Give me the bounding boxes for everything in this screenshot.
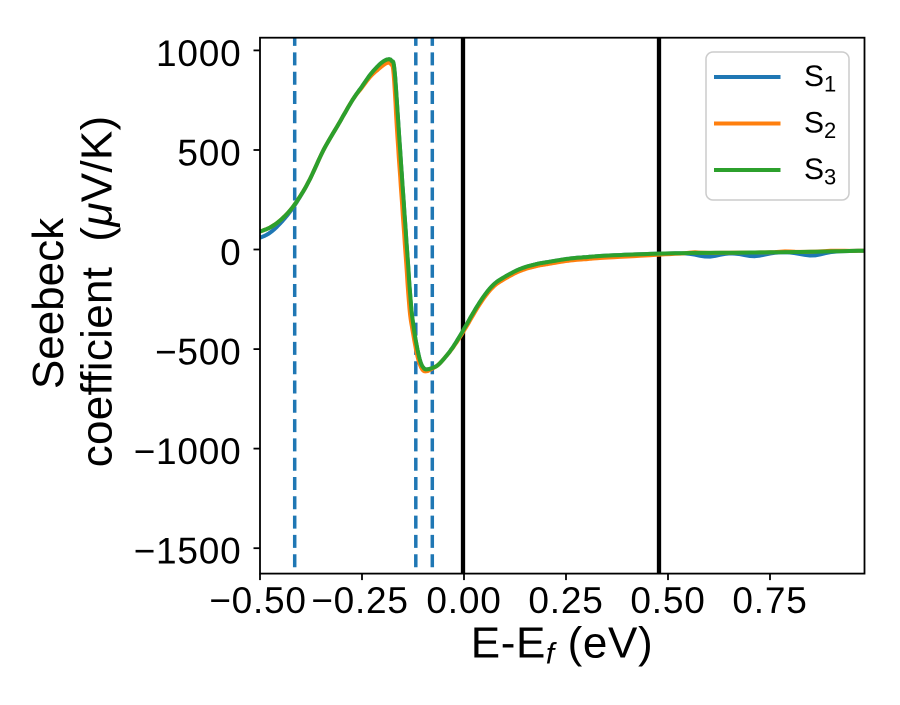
svg-text:0.00: 0.00 (426, 580, 501, 621)
svg-text:−1000: −1000 (134, 431, 242, 472)
svg-text:0.25: 0.25 (528, 580, 603, 621)
svg-text:S3: S3 (804, 153, 836, 189)
svg-text:Seebeck: Seebeck (24, 217, 73, 389)
svg-text:1000: 1000 (156, 33, 242, 74)
svg-text:E-Ef (eV): E-Ef (eV) (471, 619, 653, 671)
svg-text:500: 500 (177, 133, 241, 174)
svg-text:−0.50: −0.50 (209, 580, 307, 621)
svg-text:coefficient (μV/K): coefficient (μV/K) (73, 115, 122, 467)
svg-text:−1500: −1500 (134, 531, 242, 572)
svg-text:0: 0 (220, 232, 241, 273)
svg-text:0.75: 0.75 (732, 580, 807, 621)
svg-text:0.50: 0.50 (630, 580, 705, 621)
svg-text:−500: −500 (155, 332, 242, 373)
svg-text:−0.25: −0.25 (311, 580, 409, 621)
